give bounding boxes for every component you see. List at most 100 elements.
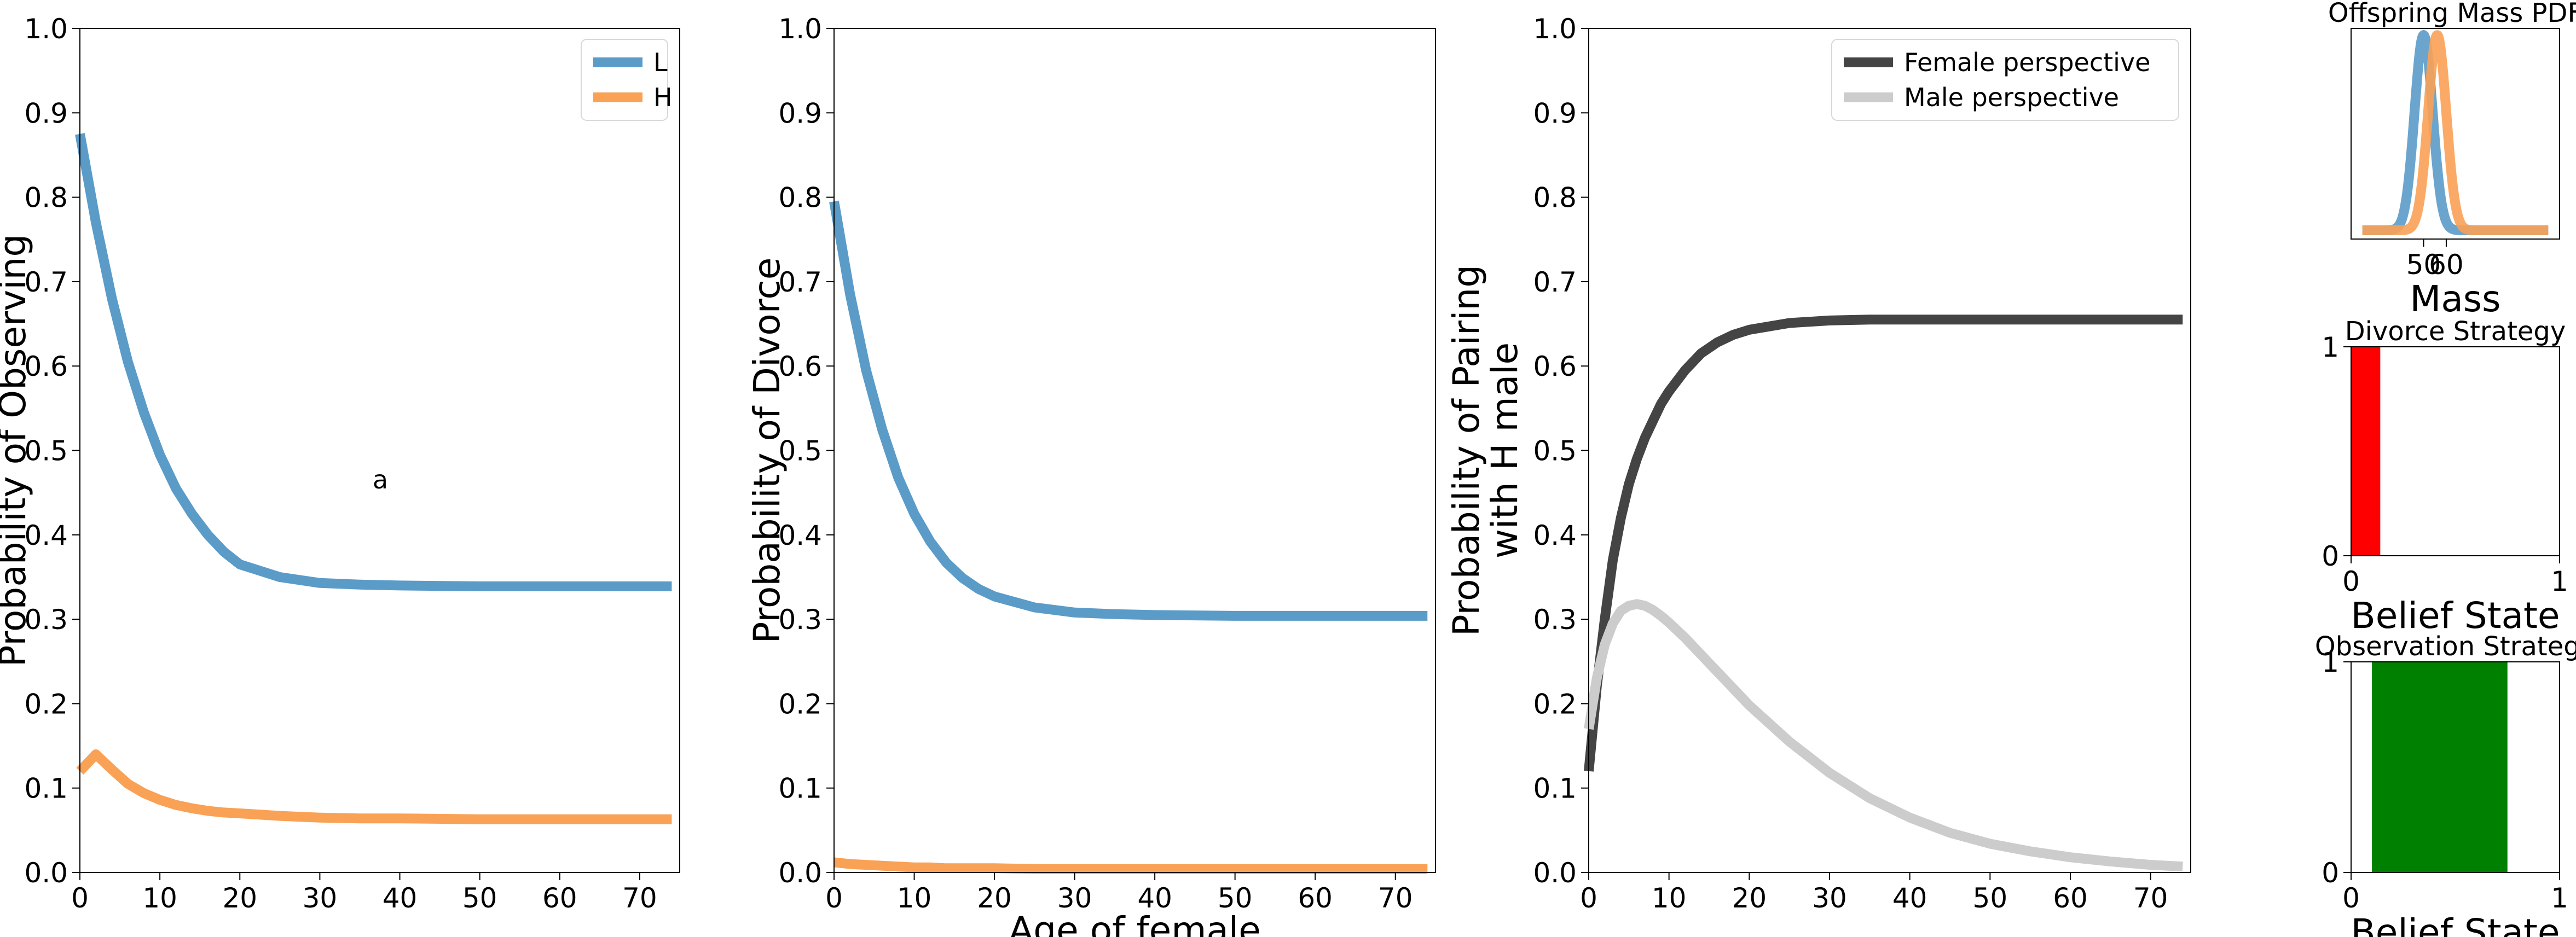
axes-frame [2351, 346, 2560, 556]
y-tick-label: 1 [2322, 647, 2339, 678]
x-tick-label: 60 [2429, 249, 2464, 281]
x-tick-label: 50 [1973, 882, 2008, 914]
axes-frame [833, 28, 1436, 873]
x-tick-label: 50 [2406, 249, 2441, 281]
y-tick-label: 0.8 [24, 182, 68, 214]
x-tick-label: 60 [1298, 882, 1333, 914]
y-tick-label: 0.6 [1533, 351, 1577, 382]
x-tick-label: 30 [1812, 882, 1847, 914]
x-axis-label: Belief State [2351, 595, 2560, 637]
x-tick-label: 0 [71, 882, 89, 914]
y-tick-label: 0.0 [778, 857, 822, 889]
y-axis-label: Probability of Observing [0, 234, 34, 667]
x-tick-label: 40 [1137, 882, 1172, 914]
y-tick-label: 0.3 [778, 604, 822, 636]
y-tick-label: 0.8 [1533, 182, 1577, 214]
y-tick-label: 0.9 [24, 97, 68, 129]
y-tick-label: 0.4 [778, 520, 822, 551]
y-axis-label: Probability of Divorce [746, 258, 788, 644]
y-tick-label: 0.5 [778, 435, 822, 467]
series-line-L [75, 133, 672, 591]
y-tick-label: 0.3 [1533, 604, 1577, 636]
x-axis-label: Belief State [2351, 911, 2560, 937]
x-tick-label: 60 [542, 882, 577, 914]
x-tick-label: 20 [222, 882, 257, 914]
y-tick-label: 0.2 [778, 688, 822, 720]
x-tick-label: 0 [2342, 566, 2360, 597]
x-tick-label: 0 [1580, 882, 1597, 914]
y-tick-label: 0.5 [1533, 435, 1577, 467]
series-line-1 [833, 857, 1428, 874]
axes-frame [1588, 28, 2191, 873]
y-tick-label: 0.6 [24, 351, 68, 382]
legend-label: L [653, 48, 668, 77]
x-tick-label: 40 [383, 882, 418, 914]
x-tick-label: 10 [142, 882, 177, 914]
strategy-bar-0 [2351, 347, 2381, 556]
y-tick-label: 0.2 [24, 688, 68, 720]
y-tick-label: 1.0 [778, 13, 822, 45]
y-tick-label: 0.7 [778, 266, 822, 298]
x-tick-label: 20 [977, 882, 1012, 914]
y-tick-label: 0.6 [778, 351, 822, 382]
y-tick-label: 0.7 [24, 266, 68, 298]
x-tick-label: 1 [2551, 882, 2568, 914]
x-axis-label: Age of female [1009, 909, 1261, 937]
series-line-Female perspective [1584, 315, 2183, 772]
x-tick-label: 50 [462, 882, 497, 914]
x-axis-label: Mass [2410, 278, 2500, 320]
panel-title: Observation Strategy [2315, 631, 2576, 662]
y-axis-label: with H male [1484, 342, 1526, 558]
y-tick-label: 0.7 [1533, 266, 1577, 298]
axes-frame [79, 28, 680, 873]
axes-frame [2351, 661, 2560, 873]
y-tick-label: 0.5 [24, 435, 68, 467]
series-line-Male perspective [1584, 599, 2183, 872]
x-tick-label: 30 [303, 882, 338, 914]
x-tick-label: 20 [1732, 882, 1767, 914]
x-tick-label: 40 [1892, 882, 1927, 914]
legend-label: Female perspective [1904, 48, 2150, 77]
axes-frame [2351, 28, 2560, 240]
x-tick-label: 0 [825, 882, 843, 914]
y-tick-label: 0.9 [778, 97, 822, 129]
y-axis-label: Probability of Pairing [1445, 265, 1487, 636]
x-tick-label: 70 [2133, 882, 2168, 914]
legend-label: Male perspective [1904, 83, 2119, 112]
series-line-0 [829, 200, 1428, 621]
y-tick-label: 0.1 [778, 773, 822, 805]
y-tick-label: 0.0 [1533, 857, 1577, 889]
y-tick-label: 0 [2322, 857, 2339, 889]
y-tick-label: 0.1 [24, 773, 68, 805]
legend-label: H [653, 83, 673, 112]
y-tick-label: 0.9 [1533, 97, 1577, 129]
y-tick-label: 0.4 [1533, 520, 1577, 551]
series-line-H [76, 749, 672, 824]
panel-title: Divorce Strategy [2345, 316, 2566, 347]
panel-title: Offspring Mass PDF [2328, 0, 2576, 28]
x-tick-label: 10 [897, 882, 932, 914]
pdf-curve-1 [2358, 30, 2552, 235]
annotation-label: a [373, 465, 388, 494]
x-tick-label: 10 [1652, 882, 1687, 914]
y-tick-label: 0 [2322, 540, 2339, 572]
y-tick-label: 0.0 [24, 857, 68, 889]
x-tick-label: 1 [2551, 566, 2568, 597]
y-tick-label: 1 [2322, 331, 2339, 363]
x-tick-label: 70 [622, 882, 657, 914]
x-tick-label: 0 [2342, 882, 2360, 914]
x-tick-label: 30 [1057, 882, 1092, 914]
y-tick-label: 1.0 [24, 13, 68, 45]
y-tick-label: 1.0 [1533, 13, 1577, 45]
y-tick-label: 0.8 [778, 182, 822, 214]
y-tick-label: 0.2 [1533, 688, 1577, 720]
legend-box [1831, 39, 2179, 121]
y-tick-label: 0.4 [24, 520, 68, 551]
y-tick-label: 0.1 [1533, 773, 1577, 805]
y-tick-label: 0.3 [24, 604, 68, 636]
x-tick-label: 50 [1218, 882, 1253, 914]
strategy-bar-0 [2372, 662, 2508, 872]
x-tick-label: 60 [2053, 882, 2088, 914]
x-tick-label: 70 [1378, 882, 1413, 914]
